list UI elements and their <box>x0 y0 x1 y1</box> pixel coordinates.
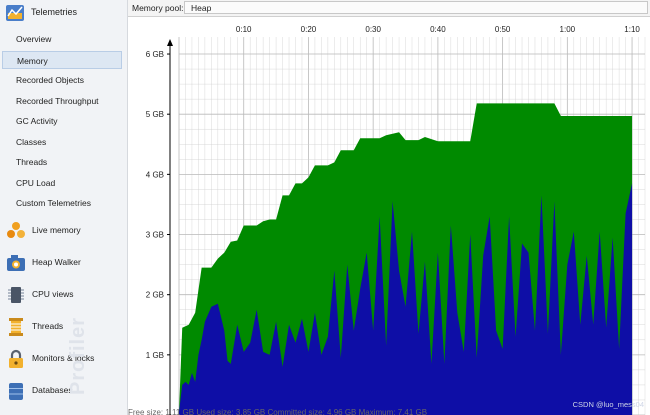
y-tick-label: 4 GB <box>146 170 164 179</box>
telemetries-icon <box>6 5 24 21</box>
sidebar-item-recorded-throughput[interactable]: Recorded Throughput <box>16 96 99 106</box>
x-tick-label: 0:40 <box>430 25 446 34</box>
sidebar-item-overview[interactable]: Overview <box>16 34 52 44</box>
sidebar-item-gc-activity[interactable]: GC Activity <box>16 116 58 126</box>
x-tick-label: 0:20 <box>301 25 317 34</box>
memory-pool-label: Memory pool: <box>132 3 184 13</box>
chip-icon <box>8 287 24 303</box>
sidebar-item-custom-telemetries[interactable]: Custom Telemetries <box>16 198 91 208</box>
live-memory-icon <box>7 222 25 238</box>
credit-watermark: CSDN @luo_mess04 <box>572 400 644 409</box>
x-tick-label: 0:10 <box>236 25 252 34</box>
lock-icon <box>9 349 23 368</box>
sidebar-item-classes[interactable]: Classes <box>16 137 47 147</box>
x-tick-label: 1:00 <box>560 25 576 34</box>
y-tick-label: 6 GB <box>146 50 164 59</box>
sidebar-item-cpu-load[interactable]: CPU Load <box>16 178 56 188</box>
nav-heap-walker-label: Heap Walker <box>32 257 81 267</box>
memory-pool-toolbar: Memory pool: Heap <box>128 0 650 17</box>
nav-threads-label: Threads <box>32 321 64 331</box>
nav-cpu-views-label: CPU views <box>32 289 74 299</box>
sidebar-item-threads[interactable]: Threads <box>16 157 48 167</box>
nav-cpu-views[interactable]: CPU views <box>0 280 127 308</box>
y-tick-label: 1 GB <box>146 351 164 360</box>
y-tick-label: 3 GB <box>146 231 164 240</box>
sidebar-item-recorded-objects[interactable]: Recorded Objects <box>16 75 85 85</box>
telemetries-header[interactable]: Telemetries <box>0 0 127 26</box>
nav-threads[interactable]: Threads <box>0 312 127 340</box>
used-memory-area <box>179 183 633 415</box>
sidebar-item-memory[interactable]: Memory <box>2 51 122 69</box>
x-tick-label: 0:30 <box>365 25 381 34</box>
nav-databases-label: Databases <box>32 385 73 395</box>
x-tick-label: 0:50 <box>495 25 511 34</box>
chart-legend: Free size: 1.11 GB Used size: 3.85 GB Co… <box>128 408 428 415</box>
nav-monitors-locks-label: Monitors & locks <box>32 353 95 363</box>
nav-live-memory[interactable]: Live memory <box>0 216 127 244</box>
y-tick-label: 5 GB <box>146 110 164 119</box>
nav-live-memory-label: Live memory <box>32 225 81 235</box>
y-axis-arrow <box>167 39 173 46</box>
nav-databases[interactable]: Databases <box>0 376 127 404</box>
x-tick-label: 1:10 <box>624 25 640 34</box>
memory-pool-select[interactable]: Heap <box>184 1 648 14</box>
profiler-watermark: Profiler <box>67 316 89 395</box>
threads-icon <box>9 318 23 336</box>
y-tick-label: 2 GB <box>146 291 164 300</box>
nav-monitors-locks[interactable]: Monitors & locks <box>0 344 127 372</box>
memory-chart: 1 GB 2 GB 3 GB 4 GB 5 GB 6 GB 0:10 0:20 0:30 0:40… <box>146 25 646 415</box>
database-icon <box>9 383 23 400</box>
telemetries-label: Telemetries <box>31 7 78 17</box>
camera-icon <box>7 255 25 271</box>
sidebar: Telemetries Overview Memory Recorded Obj… <box>0 0 128 415</box>
nav-heap-walker[interactable]: Heap Walker <box>0 248 127 276</box>
